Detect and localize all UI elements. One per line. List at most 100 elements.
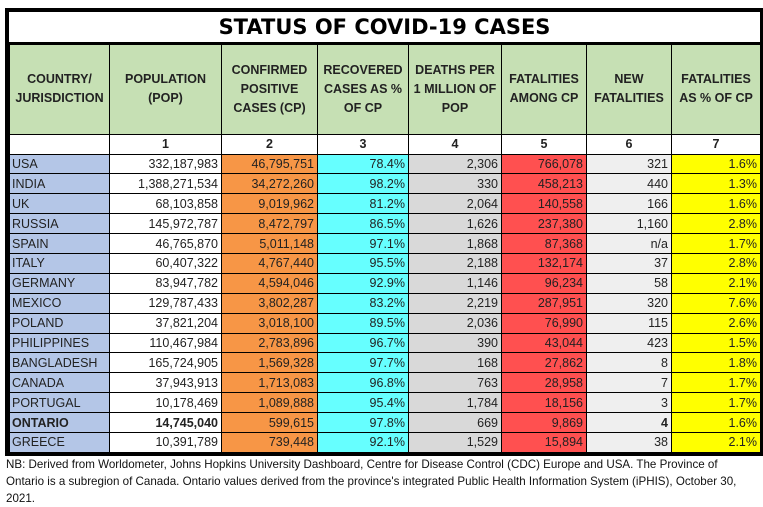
deaths-per-million-cell: 2,306	[408, 153, 502, 175]
col-header-fatalities: FATALITIES AMONG CP	[501, 45, 587, 135]
confirmed-cell: 3,018,100	[221, 312, 318, 334]
table-row: ITALY 60,407,322 4,767,440 95.5% 2,188 132,17…	[9, 252, 761, 274]
confirmed-cell: 1,713,083	[221, 372, 318, 394]
fatalities-cell: 132,174	[501, 252, 587, 274]
fatality-pct-cell: 1.7%	[671, 392, 761, 414]
col-number: 7	[671, 133, 761, 155]
fatality-pct-cell: 2.1%	[671, 272, 761, 294]
table-row: GERMANY 83,947,782 4,594,046 92.9% 1,146 96,2…	[9, 272, 761, 294]
col-header-new-fatalities: NEW FATALITIES	[586, 45, 672, 135]
fatalities-cell: 766,078	[501, 153, 587, 175]
country-cell: PHILIPPINES	[9, 332, 110, 354]
confirmed-cell: 739,448	[221, 431, 318, 453]
recovered-pct-cell: 83.2%	[317, 292, 409, 314]
fatality-pct-cell: 1.7%	[671, 233, 761, 254]
col-number: 1	[109, 133, 222, 155]
new-fatalities-cell: 3	[586, 392, 672, 414]
fatalities-cell: 237,380	[501, 213, 587, 235]
population-cell: 332,187,983	[109, 153, 222, 175]
population-cell: 129,787,433	[109, 292, 222, 314]
country-cell: UK	[9, 193, 110, 215]
fatalities-cell: 87,368	[501, 233, 587, 254]
table-row: CANADA 37,943,913 1,713,083 96.8% 763 28,958 7…	[9, 372, 761, 394]
population-cell: 145,972,787	[109, 213, 222, 235]
confirmed-cell: 8,472,797	[221, 213, 318, 235]
new-fatalities-cell: 4	[586, 412, 672, 433]
confirmed-cell: 5,011,148	[221, 233, 318, 254]
population-cell: 10,178,469	[109, 392, 222, 414]
col-number: 6	[586, 133, 672, 155]
confirmed-cell: 599,615	[221, 412, 318, 433]
confirmed-cell: 4,594,046	[221, 272, 318, 294]
table-row: ONTARIO 14,745,040 599,615 97.8% 669 9,869 4 1.…	[9, 412, 761, 433]
deaths-per-million-cell: 1,529	[408, 431, 502, 453]
recovered-pct-cell: 95.5%	[317, 252, 409, 274]
new-fatalities-cell: 7	[586, 372, 672, 394]
new-fatalities-cell: 321	[586, 153, 672, 175]
col-number: 5	[501, 133, 587, 155]
new-fatalities-cell: 166	[586, 193, 672, 215]
fatalities-cell: 76,990	[501, 312, 587, 334]
deaths-per-million-cell: 1,146	[408, 272, 502, 294]
footnote: NB: Derived from Worldometer, Johns Hopk…	[6, 458, 737, 505]
table-row: RUSSIA 145,972,787 8,472,797 86.5% 1,626 237,…	[9, 213, 761, 235]
population-cell: 110,467,984	[109, 332, 222, 354]
country-cell: MEXICO	[9, 292, 110, 314]
col-header-fatality-pct: FATALITIES AS % OF CP	[671, 45, 761, 135]
fatality-pct-cell: 2.8%	[671, 213, 761, 235]
new-fatalities-cell: 440	[586, 173, 672, 195]
country-cell: BANGLADESH	[9, 352, 110, 374]
col-header-recovered: RECOVERED CASES AS % OF CP	[317, 45, 409, 135]
deaths-per-million-cell: 330	[408, 173, 502, 195]
fatality-pct-cell: 1.6%	[671, 153, 761, 175]
new-fatalities-cell: n/a	[586, 233, 672, 254]
confirmed-cell: 1,569,328	[221, 352, 318, 374]
table-row: GREECE 10,391,789 739,448 92.1% 1,529 15,894 3…	[9, 431, 761, 453]
population-cell: 10,391,789	[109, 431, 222, 453]
new-fatalities-cell: 115	[586, 312, 672, 334]
confirmed-cell: 4,767,440	[221, 252, 318, 274]
deaths-per-million-cell: 2,036	[408, 312, 502, 334]
country-cell: SPAIN	[9, 233, 110, 254]
population-cell: 14,745,040	[109, 412, 222, 433]
fatality-pct-cell: 7.6%	[671, 292, 761, 314]
confirmed-cell: 2,783,896	[221, 332, 318, 354]
col-header-population: POPULATION (POP)	[109, 45, 222, 135]
covid-status-table: STATUS OF COVID-19 CASES COUNTRY/ JURISD…	[5, 8, 763, 456]
col-header-confirmed: CONFIRMED POSITIVE CASES (CP)	[221, 45, 318, 135]
population-cell: 68,103,858	[109, 193, 222, 215]
table-row: UK 68,103,858 9,019,962 81.2% 2,064 140,558 16…	[9, 193, 761, 215]
header-row: COUNTRY/ JURISDICTION POPULATION (POP) C…	[9, 45, 761, 135]
recovered-pct-cell: 97.8%	[317, 412, 409, 433]
data-table: COUNTRY/ JURISDICTION POPULATION (POP) C…	[9, 45, 761, 453]
table-row: PORTUGAL 10,178,469 1,089,888 95.4% 1,784 18,…	[9, 392, 761, 414]
deaths-per-million-cell: 2,219	[408, 292, 502, 314]
recovered-pct-cell: 97.1%	[317, 233, 409, 254]
table-row: POLAND 37,821,204 3,018,100 89.5% 2,036 76,99…	[9, 312, 761, 334]
recovered-pct-cell: 96.7%	[317, 332, 409, 354]
fatality-pct-cell: 1.8%	[671, 352, 761, 374]
fatality-pct-cell: 1.5%	[671, 332, 761, 354]
new-fatalities-cell: 320	[586, 292, 672, 314]
table-title: STATUS OF COVID-19 CASES	[9, 12, 760, 45]
confirmed-cell: 3,802,287	[221, 292, 318, 314]
country-cell: RUSSIA	[9, 213, 110, 235]
new-fatalities-cell: 8	[586, 352, 672, 374]
recovered-pct-cell: 98.2%	[317, 173, 409, 195]
recovered-pct-cell: 78.4%	[317, 153, 409, 175]
fatalities-cell: 9,869	[501, 412, 587, 433]
deaths-per-million-cell: 1,868	[408, 233, 502, 254]
fatalities-cell: 27,862	[501, 352, 587, 374]
col-number: 4	[408, 133, 502, 155]
country-cell: ONTARIO	[9, 412, 110, 433]
recovered-pct-cell: 86.5%	[317, 213, 409, 235]
recovered-pct-cell: 92.9%	[317, 272, 409, 294]
population-cell: 60,407,322	[109, 252, 222, 274]
col-header-deaths-per-million: DEATHS PER 1 MILLION OF POP	[408, 45, 502, 135]
fatality-pct-cell: 2.8%	[671, 252, 761, 274]
column-number-row: 1 2 3 4 5 6 7	[9, 133, 761, 155]
confirmed-cell: 46,795,751	[221, 153, 318, 175]
table-row: USA 332,187,983 46,795,751 78.4% 2,306 766,07…	[9, 153, 761, 175]
fatality-pct-cell: 2.6%	[671, 312, 761, 334]
population-cell: 37,821,204	[109, 312, 222, 334]
